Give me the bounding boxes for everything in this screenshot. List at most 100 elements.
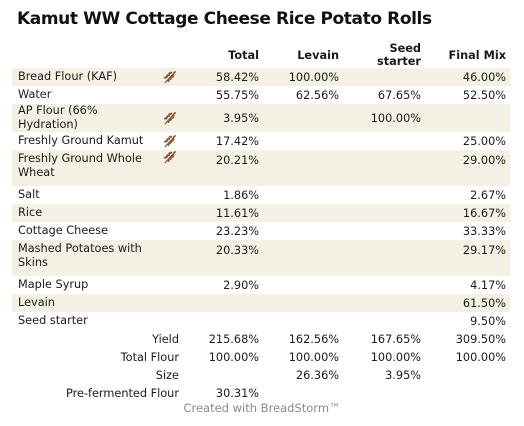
total-value: 11.61% [185, 204, 265, 222]
ingredient-name: Seed starter [18, 314, 88, 327]
seed-starter-header: Seed starter [377, 42, 421, 68]
ingredient-name: AP Flour (66% Hydration) [12, 104, 155, 132]
ingredient-row: Cottage Cheese 23.23% 33.33% [12, 222, 510, 240]
final-mix-value: 4.17% [470, 278, 506, 292]
levain-value [265, 150, 345, 186]
ingredient-name: Mashed Potatoes with Skins [12, 240, 155, 276]
final-mix-value: 33.33% [462, 224, 506, 238]
summary-row: Pre-fermented Flour 30.31% [12, 384, 510, 402]
ingredient-name: Freshly Ground Kamut [18, 134, 144, 147]
seed-starter-value [345, 312, 427, 330]
recipe-title: Kamut WW Cottage Cheese Rice Potato Roll… [17, 9, 432, 29]
levain-value [265, 240, 345, 276]
ingredient-icon-cell [155, 204, 185, 222]
ingredient-row: AP Flour (66% Hydration) 3.95% 100.00% [12, 104, 510, 132]
total-value: 58.42% [185, 68, 265, 86]
ingredient-row: Freshly Ground Whole Wheat 20.21% 29.00% [12, 150, 510, 186]
total-value: 20.21% [185, 150, 265, 186]
ingredient-name: Cottage Cheese [18, 224, 109, 237]
total-value: 17.42% [215, 134, 259, 148]
levain-header: Levain [297, 48, 339, 62]
levain-value [265, 186, 345, 204]
final-mix-value: 25.00% [462, 134, 506, 148]
ingredient-name: Levain [12, 294, 155, 312]
final-mix-value: 61.50% [427, 294, 510, 312]
total-value [185, 294, 265, 312]
final-mix-value: 16.67% [427, 204, 510, 222]
summary-rows: Yield 215.68% 162.56% 167.65% 309.50% Total F… [12, 330, 510, 402]
ingredient-row: Maple Syrup 2.90% 4.17% [12, 276, 510, 294]
total-value: 2.90% [223, 278, 259, 292]
summary-total [185, 366, 265, 384]
summary-seed-starter: 167.65% [370, 332, 421, 346]
total-value: 3.95% [185, 104, 265, 132]
summary-row: Size 26.36% 3.95% [12, 366, 510, 384]
seed-starter-value [345, 204, 427, 222]
final-mix-header: Final Mix [448, 48, 506, 62]
seed-starter-value: 67.65% [377, 88, 421, 102]
seed-starter-value [345, 186, 427, 204]
levain-value [265, 204, 345, 222]
ingredient-icon-cell [155, 186, 185, 204]
ingredient-row: Water 55.75% 62.56% 67.65% 52.50% [12, 86, 510, 104]
summary-final-mix [427, 384, 510, 402]
summary-levain: 100.00% [288, 350, 339, 364]
ingredient-row: Rice 11.61% 16.67% [12, 204, 510, 222]
final-mix-value: 2.67% [470, 188, 506, 202]
levain-value [265, 104, 345, 132]
summary-seed-starter: 100.00% [370, 350, 421, 364]
ingredient-name: Maple Syrup [18, 278, 89, 291]
ingredient-row: Mashed Potatoes with Skins 20.33% 29.17% [12, 240, 510, 276]
final-mix-value [427, 104, 510, 132]
formula-table: Total Levain Seed starter Final Mix Brea… [12, 42, 510, 402]
seed-starter-value [345, 276, 427, 294]
seed-starter-value [345, 222, 427, 240]
summary-label: Size [155, 368, 179, 382]
header-row: Total Levain Seed starter Final Mix [12, 42, 510, 68]
summary-row: Yield 215.68% 162.56% 167.65% 309.50% [12, 330, 510, 348]
ingredient-rows: Bread Flour (KAF) 58.42% 100.00% 46.00% Wate… [12, 68, 510, 330]
levain-value [265, 222, 345, 240]
final-mix-value: 46.00% [427, 68, 510, 86]
seed-starter-value [345, 68, 427, 86]
ingredient-row: Seed starter 9.50% [12, 312, 510, 330]
summary-seed-starter: 3.95% [385, 368, 421, 382]
ingredient-icon-cell [155, 68, 185, 86]
total-header: Total [228, 48, 259, 62]
summary-final-mix [427, 366, 510, 384]
ingredient-row: Salt 1.86% 2.67% [12, 186, 510, 204]
ingredient-name: Bread Flour (KAF) [12, 68, 155, 86]
ingredient-header [12, 42, 155, 68]
summary-label: Total Flour [120, 350, 179, 364]
footer-credit: Created with BreadStorm™ [183, 401, 341, 415]
ingredient-icon-cell [155, 240, 185, 276]
summary-final-mix: 100.00% [455, 350, 506, 364]
summary-total: 30.31% [215, 386, 259, 400]
levain-value [265, 294, 345, 312]
summary-total: 215.68% [208, 332, 259, 346]
wheat-icon [163, 151, 176, 164]
ingredient-row: Bread Flour (KAF) 58.42% 100.00% 46.00% [12, 68, 510, 86]
total-value: 1.86% [223, 188, 259, 202]
summary-seed-starter [345, 384, 427, 402]
ingredient-icon-cell [155, 276, 185, 294]
ingredient-icon-cell [155, 294, 185, 312]
total-value: 20.33% [185, 240, 265, 276]
levain-value: 62.56% [295, 88, 339, 102]
ingredient-name: Salt [18, 188, 40, 201]
final-mix-value: 9.50% [470, 314, 506, 328]
seed-starter-value [345, 150, 427, 186]
wheat-icon [163, 135, 176, 148]
total-value [185, 312, 265, 330]
seed-starter-value [345, 132, 427, 150]
ingredient-name: Freshly Ground Whole Wheat [12, 150, 155, 186]
summary-levain: 162.56% [288, 332, 339, 346]
final-mix-value: 29.17% [427, 240, 510, 276]
ingredient-name: Rice [12, 204, 155, 222]
seed-starter-value [345, 294, 427, 312]
wheat-icon [163, 71, 176, 84]
ingredient-row: Levain 61.50% [12, 294, 510, 312]
ingredient-icon-cell [155, 222, 185, 240]
ingredient-name: Water [18, 88, 52, 101]
summary-label: Yield [152, 332, 179, 346]
